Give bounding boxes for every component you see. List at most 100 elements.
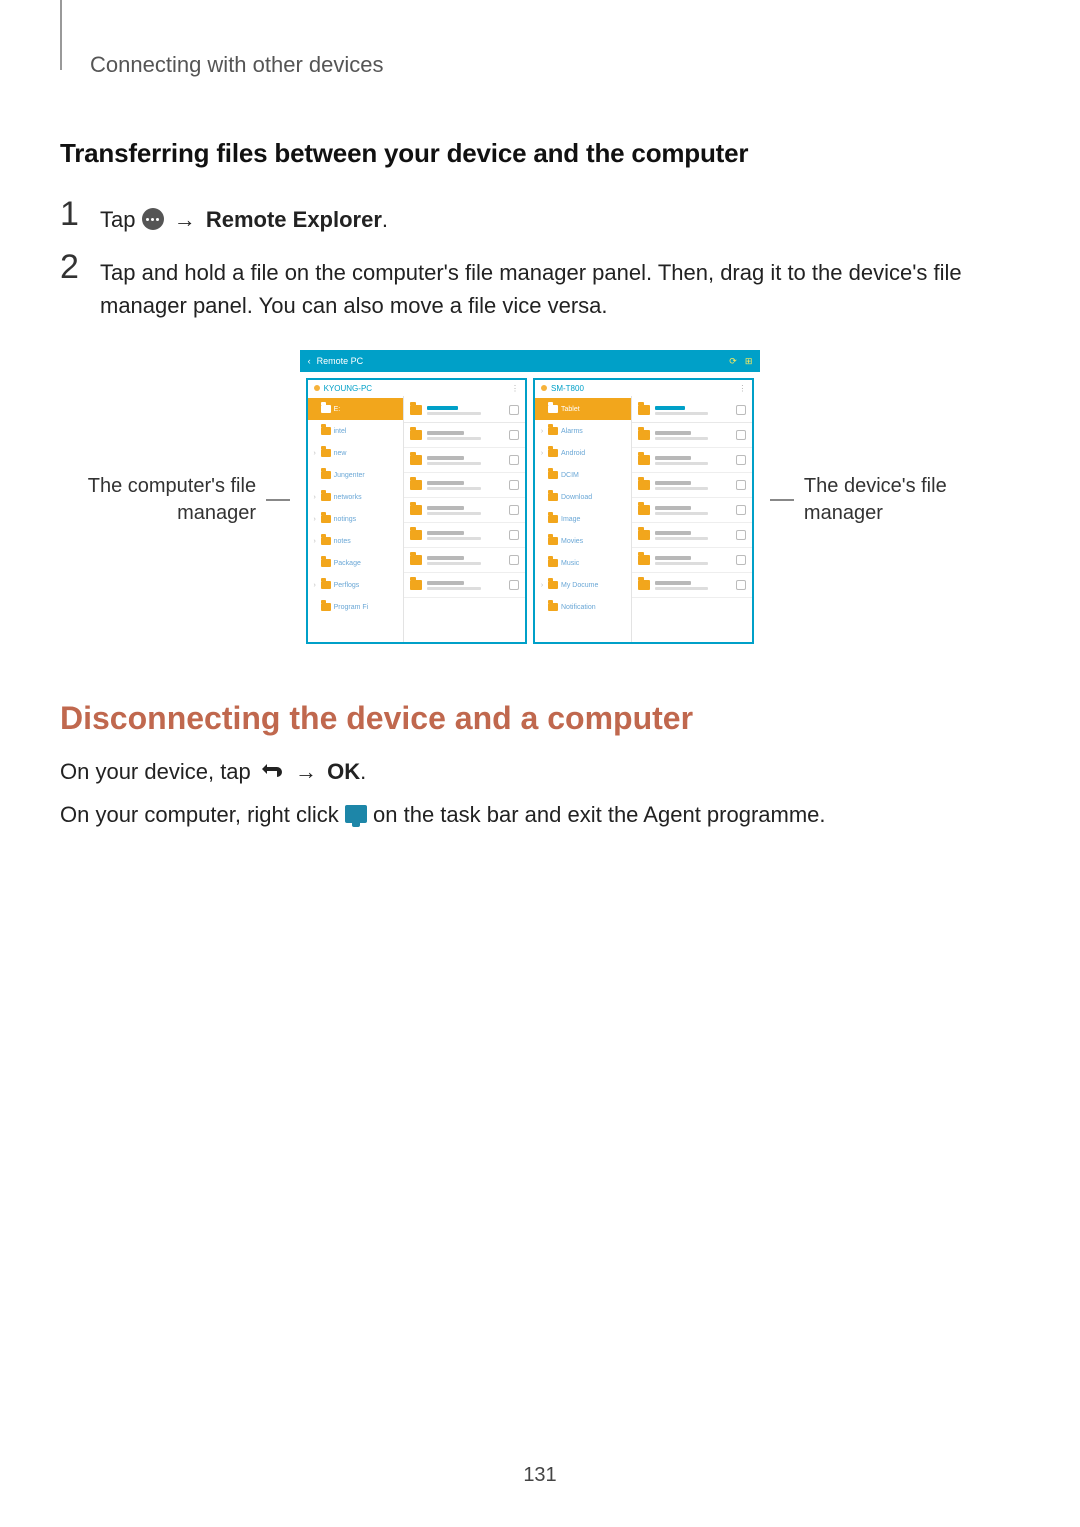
folder-icon: [321, 537, 331, 545]
text: On your device, tap: [60, 759, 257, 784]
remote-explorer-figure: ‹ Remote PC ⟳ ⊞ KYOUNG-PC ⋮ E: intel: [300, 350, 761, 650]
page-number: 131: [0, 1464, 1080, 1487]
file-text-placeholder: [427, 431, 504, 440]
file-text-placeholder: [427, 406, 504, 415]
checkbox-icon: [509, 480, 519, 490]
title-text: Remote PC: [317, 356, 364, 366]
folder-icon: [321, 603, 331, 611]
arrow-text: →: [170, 207, 206, 232]
menu-target: Remote Explorer: [206, 207, 382, 232]
ok-label: OK: [327, 759, 360, 784]
folder-icon: [548, 559, 558, 567]
folder-icon: [321, 405, 331, 413]
expand-chevron-icon: ›: [312, 516, 318, 523]
folder-icon: [321, 581, 331, 589]
checkbox-icon: [736, 530, 746, 540]
tree-label: Notification: [561, 604, 596, 611]
list-item: [632, 398, 753, 423]
checkbox-icon: [736, 480, 746, 490]
tree-label: Package: [334, 560, 361, 567]
checkbox-icon: [736, 555, 746, 565]
folder-icon: [548, 603, 558, 611]
list-item: [404, 548, 525, 573]
checkbox-icon: [736, 580, 746, 590]
tree-item: ›My Docume: [535, 574, 631, 596]
tree-label: Android: [561, 450, 585, 457]
tree-label: new: [334, 450, 347, 457]
status-dot-icon: [541, 385, 547, 391]
text: on the task bar and exit the Agent progr…: [373, 802, 826, 827]
more-menu-icon: [142, 208, 164, 230]
checkbox-icon: [509, 580, 519, 590]
tree-item: Music: [535, 552, 631, 574]
grid-icon: ⊞: [745, 356, 753, 367]
folder-icon: [410, 430, 422, 440]
text: On your computer, right click: [60, 802, 345, 827]
step-1: 1 Tap → Remote Explorer.: [60, 197, 1000, 236]
computer-panel: KYOUNG-PC ⋮ E: intel›new Jungenter›netwo…: [306, 378, 527, 644]
folder-icon: [321, 471, 331, 479]
tree-item: Jungenter: [308, 464, 404, 486]
folder-icon: [638, 430, 650, 440]
tree-label: Tablet: [561, 406, 580, 413]
tree-item: intel: [308, 420, 404, 442]
panel-title: KYOUNG-PC: [324, 384, 372, 393]
file-text-placeholder: [655, 406, 732, 415]
tree-label: Download: [561, 494, 592, 501]
tree-item: Program Fi: [308, 596, 404, 618]
file-text-placeholder: [655, 556, 732, 565]
panel-header: SM-T800 ⋮: [535, 380, 752, 396]
folder-icon: [638, 480, 650, 490]
tree-label: Image: [561, 516, 580, 523]
tree-item: Tablet: [535, 398, 631, 420]
list-item: [404, 573, 525, 598]
list-item: [404, 473, 525, 498]
step-2: 2 Tap and hold a file on the computer's …: [60, 250, 1000, 322]
file-text-placeholder: [427, 456, 504, 465]
figure-row: The computer's file manager ‹ Remote PC …: [60, 350, 1000, 650]
checkbox-icon: [509, 505, 519, 515]
text: Tap: [100, 207, 142, 232]
callout-right: The device's file manager: [804, 473, 1000, 527]
agent-tray-icon: [345, 805, 367, 823]
tree-item: › Android: [535, 442, 631, 464]
list-item: [404, 398, 525, 423]
folder-icon: [321, 449, 331, 457]
list-item: [404, 498, 525, 523]
tree-label: Music: [561, 560, 579, 567]
disconnect-computer-text: On your computer, right click on the tas…: [60, 798, 1000, 832]
checkbox-icon: [509, 555, 519, 565]
callout-line-left: [266, 499, 290, 501]
disconnect-device-text: On your device, tap → OK.: [60, 755, 1000, 790]
folder-icon: [410, 405, 422, 415]
file-text-placeholder: [655, 431, 732, 440]
tree-label: notes: [334, 538, 351, 545]
list-item: [404, 523, 525, 548]
file-text-placeholder: [427, 481, 504, 490]
folder-icon: [548, 493, 558, 501]
tree-item: Movies: [535, 530, 631, 552]
panel-title: SM-T800: [551, 384, 584, 393]
folder-icon: [321, 515, 331, 523]
folder-tree: E: intel›new Jungenter›networks›notings›…: [308, 396, 405, 642]
step-number: 2: [60, 250, 100, 284]
folder-icon: [638, 405, 650, 415]
folder-icon: [638, 455, 650, 465]
list-item: [632, 473, 753, 498]
expand-chevron-icon: ›: [539, 450, 545, 457]
refresh-icon: ⟳: [729, 356, 737, 367]
step-number: 1: [60, 197, 100, 231]
tree-label: notings: [334, 516, 357, 523]
breadcrumb: Connecting with other devices: [90, 52, 1000, 78]
file-text-placeholder: [427, 581, 504, 590]
back-icon: [257, 755, 285, 789]
expand-chevron-icon: ›: [312, 582, 318, 589]
arrow-text: →: [291, 759, 327, 784]
panel-menu-icon: ⋮: [511, 384, 519, 393]
file-text-placeholder: [655, 481, 732, 490]
list-item: [632, 523, 753, 548]
folder-tree: Tablet›Alarms›Android DCIM Download Imag…: [535, 396, 632, 642]
panels: KYOUNG-PC ⋮ E: intel›new Jungenter›netwo…: [300, 372, 761, 650]
tree-label: E:: [334, 406, 341, 413]
folder-icon: [410, 555, 422, 565]
